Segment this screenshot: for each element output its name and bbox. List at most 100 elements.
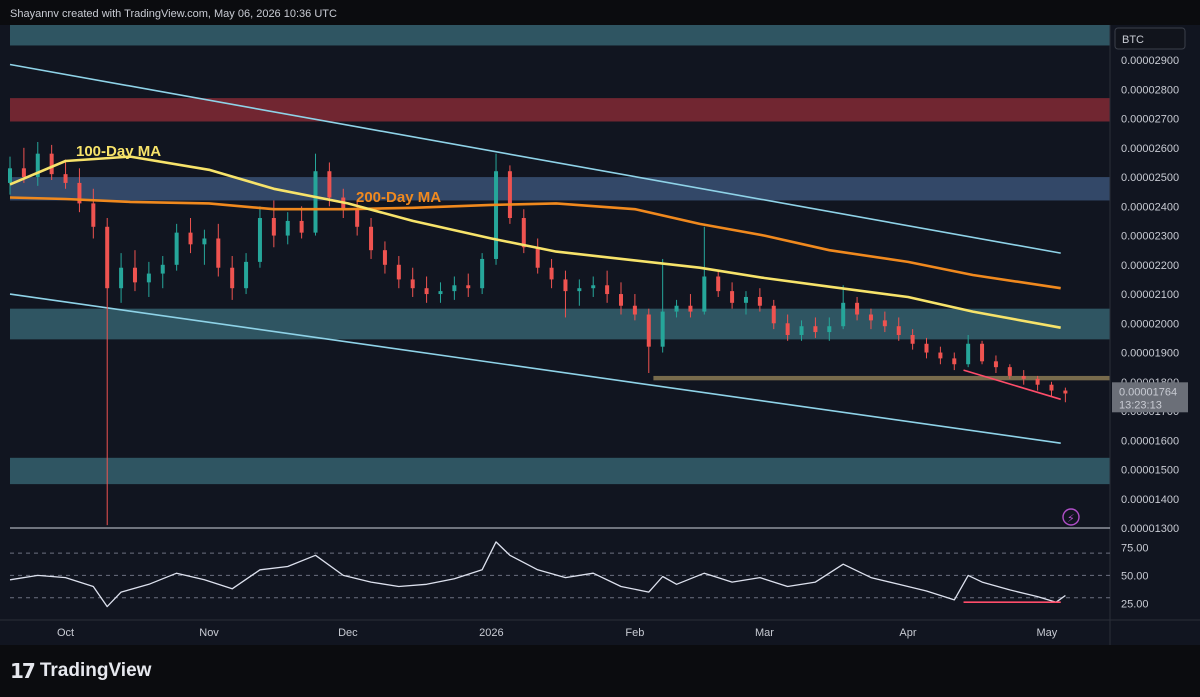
- rsi-line: [9, 541, 1066, 608]
- candle-54: [757, 296, 762, 306]
- y-tick-label: 0.00001500: [1121, 465, 1179, 477]
- x-tick-label: Mar: [755, 627, 774, 639]
- lightning-icon: [1062, 508, 1080, 526]
- divergence-price-line: [963, 369, 1061, 401]
- candle-16: [230, 267, 235, 289]
- zone-teal-3: [10, 308, 1110, 340]
- candle-4: [63, 174, 68, 183]
- rsi-y-tick-label: 50.00: [1121, 570, 1149, 582]
- candle-25: [355, 209, 360, 227]
- x-tick-label: Feb: [625, 627, 644, 639]
- zone-teal-5: [10, 457, 1110, 485]
- y-tick-label: 0.00001400: [1121, 494, 1179, 506]
- annotation-ma100: 100-Day MA: [76, 143, 161, 160]
- channel-line-0: [9, 63, 1061, 254]
- last-price-value: 0.00001764: [1119, 386, 1177, 398]
- x-tick-label: Oct: [57, 627, 74, 639]
- candle-22: [313, 171, 318, 233]
- y-tick-label: 0.00002700: [1121, 114, 1179, 126]
- candle-42: [591, 285, 596, 289]
- candle-26: [369, 226, 374, 251]
- candle-63: [882, 320, 887, 327]
- candle-37: [521, 218, 526, 248]
- zone-blue-2: [10, 177, 1110, 201]
- price-chart[interactable]: 100-Day MA 200-Day MA 0.00002900 0.00002800…: [0, 25, 1200, 645]
- candle-49: [688, 305, 693, 312]
- rsi-y-tick-label: 75.00: [1121, 543, 1149, 555]
- candle-60: [841, 302, 846, 327]
- candle-31: [438, 291, 443, 295]
- candle-34: [480, 258, 485, 289]
- candle-59: [827, 326, 832, 333]
- candle-50: [702, 276, 707, 312]
- y-tick-label: 0.00002600: [1121, 143, 1179, 155]
- y-tick-label: 0.00002500: [1121, 172, 1179, 184]
- channel-line-1: [9, 293, 1061, 444]
- candle-17: [244, 261, 249, 289]
- tradingview-logo-icon: 17: [10, 659, 36, 683]
- candle-62: [868, 314, 873, 321]
- y-tick-label: 0.00002000: [1121, 318, 1179, 330]
- rsi-y-tick-label: 25.00: [1121, 598, 1149, 610]
- candle-47: [660, 311, 665, 347]
- x-tick-label: Nov: [199, 627, 219, 639]
- y-tick-label: 0.00002400: [1121, 201, 1179, 213]
- y-tick-label: 0.00002300: [1121, 231, 1179, 243]
- candle-12: [174, 232, 179, 265]
- candle-44: [619, 294, 624, 306]
- tradingview-logo[interactable]: 17 TradingView: [10, 659, 151, 683]
- candle-1: [21, 168, 26, 178]
- candle-43: [605, 285, 610, 295]
- candle-2: [35, 153, 40, 178]
- y-tick-label: 0.00002100: [1121, 289, 1179, 301]
- last-price-countdown: 13:23:13: [1119, 399, 1162, 411]
- candle-5: [77, 182, 82, 204]
- candle-72: [1007, 367, 1012, 376]
- candle-33: [466, 285, 471, 289]
- candle-61: [855, 302, 860, 315]
- y-tick-label: 0.00001900: [1121, 348, 1179, 360]
- y-tick-label: 0.00001600: [1121, 435, 1179, 447]
- symbol-badge-text: BTC: [1122, 34, 1144, 46]
- last-price-box: [1112, 382, 1188, 413]
- candle-0: [8, 168, 12, 183]
- header-bar: Shayannv created with TradingView.com, M…: [0, 0, 1200, 28]
- candle-38: [535, 247, 540, 268]
- candle-71: [993, 361, 998, 368]
- candle-36: [507, 171, 512, 219]
- y-tick-label: 0.00002900: [1121, 55, 1179, 67]
- candle-74: [1035, 378, 1040, 385]
- y-tick-label: 0.00002800: [1121, 84, 1179, 96]
- candle-55: [771, 305, 776, 324]
- attribution-text: Shayannv created with TradingView.com, M…: [10, 8, 337, 20]
- candle-6: [91, 203, 96, 227]
- candle-51: [716, 276, 721, 292]
- tradingview-wordmark: TradingView: [39, 660, 152, 681]
- candle-13: [188, 232, 193, 245]
- candle-19: [271, 218, 276, 236]
- candle-45: [632, 305, 637, 315]
- candle-35: [494, 171, 499, 259]
- x-tick-label: Apr: [899, 627, 916, 639]
- candle-14: [202, 238, 207, 245]
- candle-18: [257, 218, 262, 262]
- candle-75: [1049, 384, 1054, 391]
- candle-70: [980, 343, 985, 362]
- candle-64: [896, 326, 901, 335]
- candle-58: [813, 326, 818, 333]
- y-tick-label: 0.00001300: [1121, 523, 1179, 535]
- candle-57: [799, 326, 804, 335]
- candle-9: [132, 267, 137, 283]
- candle-10: [146, 273, 151, 283]
- zone-brown-4: [653, 375, 1110, 381]
- lightning-glyph: ⚡: [1067, 512, 1075, 525]
- candle-65: [910, 334, 915, 344]
- footer-bar: 17 TradingView: [0, 645, 1200, 697]
- candle-29: [410, 279, 415, 289]
- candle-40: [563, 279, 568, 292]
- symbol-badge: [1114, 27, 1186, 50]
- candle-8: [119, 267, 124, 289]
- candle-69: [966, 343, 971, 365]
- x-tick-label: Dec: [338, 627, 358, 639]
- chart-frame[interactable]: 100-Day MA 200-Day MA 0.00002900 0.00002800…: [0, 25, 1200, 645]
